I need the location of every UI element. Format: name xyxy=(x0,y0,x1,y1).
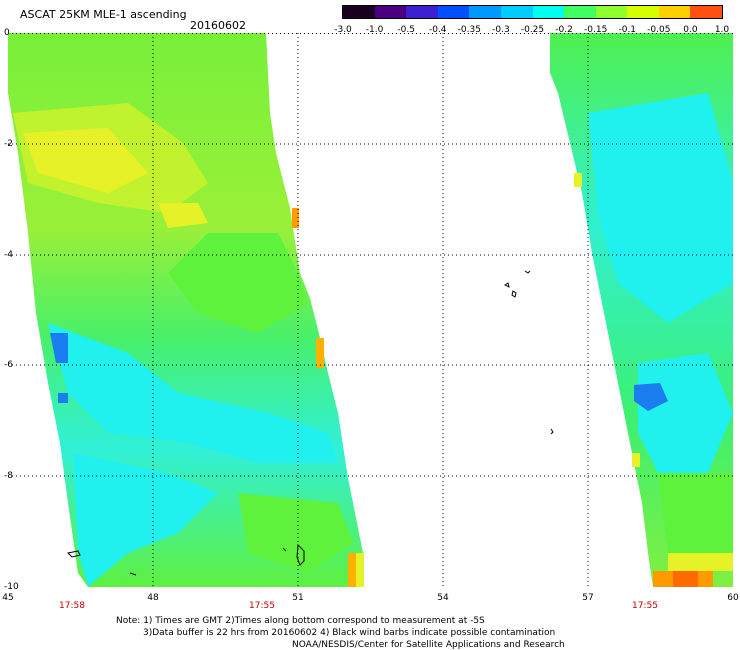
footer-note-1: Note: 1) Times are GMT 2)Times along bot… xyxy=(116,616,485,626)
colorbar-segment xyxy=(564,6,597,18)
colorbar-tick-label: -3.0 xyxy=(334,25,352,35)
colorbar-segment xyxy=(658,6,691,18)
latitude-label: -6 xyxy=(4,360,13,371)
footer-note-2: 3)Data buffer is 22 hrs from 20160602 4)… xyxy=(143,628,556,638)
colorbar-tick-label: -0.25 xyxy=(520,25,545,35)
colorbar-segment xyxy=(595,6,628,18)
colorbar-tick-label: 1.0 xyxy=(714,25,730,35)
colorbar-segment xyxy=(406,6,439,18)
colorbar-segment xyxy=(690,6,723,18)
latitude-label: -8 xyxy=(4,471,13,482)
wind-map xyxy=(8,33,733,587)
swath-yellow-pixel xyxy=(356,553,364,587)
longitude-label: 51 xyxy=(292,593,304,603)
swath-yellow-pixel xyxy=(632,453,640,467)
colorbar-tick-label: -0.3 xyxy=(492,25,510,35)
swath-blue-patch xyxy=(50,333,68,363)
colorbar-segment xyxy=(374,6,407,18)
swath-cyan-patch xyxy=(48,323,338,463)
colorbar xyxy=(342,5,723,19)
swath-blue-patch xyxy=(58,393,68,403)
graticule xyxy=(8,33,733,587)
longitude-label: 57 xyxy=(582,593,594,603)
colorbar-segment xyxy=(343,6,376,18)
swath-cyan-patch xyxy=(588,93,733,323)
colorbar-tick-label: -0.05 xyxy=(647,25,671,35)
swath-time-label: 17:55 xyxy=(249,601,275,611)
colorbar-segment xyxy=(469,6,502,18)
swath-orange-pixel xyxy=(348,553,356,587)
latitude-label: 0 xyxy=(4,28,10,38)
swath-blue-patch xyxy=(634,383,668,411)
colorbar-tick-label: -0.5 xyxy=(397,25,415,35)
swath-red-pixel xyxy=(673,571,698,587)
swath-time-label: 17:58 xyxy=(59,601,85,611)
swath-cyan-patch xyxy=(73,453,218,587)
swath-green-patch xyxy=(658,473,733,563)
colorbar-segment xyxy=(532,6,565,18)
swath-green-patch xyxy=(168,233,308,333)
swath-cyan-patch xyxy=(638,353,733,473)
longitude-label: 54 xyxy=(437,593,449,603)
latitude-label: -10 xyxy=(4,582,19,592)
map-title: ASCAT 25KM MLE-1 ascending xyxy=(20,8,187,21)
colorbar-segment xyxy=(500,6,533,18)
footer-credit: NOAA/NESDIS/Center for Satellite Applica… xyxy=(292,640,565,650)
colorbar-tick-label: 0.0 xyxy=(683,25,698,35)
swath-yellow-pixel xyxy=(668,553,733,571)
swath-green-patch xyxy=(238,493,353,573)
colorbar-segment xyxy=(437,6,470,18)
colorbar-segment xyxy=(627,6,660,18)
colorbar-tick-label: -1.0 xyxy=(365,25,384,35)
colorbar-tick-label: -0.35 xyxy=(457,25,481,35)
coastlines xyxy=(66,270,554,576)
colorbar-tick-label: -0.15 xyxy=(584,25,608,35)
latitude-label: -2 xyxy=(4,138,13,149)
colorbar-tick-label: -0.4 xyxy=(428,25,447,35)
swath-yellow-pixel xyxy=(574,173,582,187)
longitude-label: 45 xyxy=(2,593,14,603)
colorbar-tick-label: -0.2 xyxy=(555,25,573,35)
latitude-label: -4 xyxy=(4,249,13,260)
swath-orange-pixel xyxy=(292,208,299,228)
longitude-label: 60 xyxy=(727,593,739,603)
swath-orange-pixel xyxy=(316,338,324,368)
colorbar-tick-label: -0.1 xyxy=(618,25,637,35)
longitude-label: 48 xyxy=(147,593,159,603)
map-date: 20160602 xyxy=(190,19,246,32)
swath-yellow-patch xyxy=(158,203,208,228)
swath-time-label: 17:55 xyxy=(632,601,658,611)
